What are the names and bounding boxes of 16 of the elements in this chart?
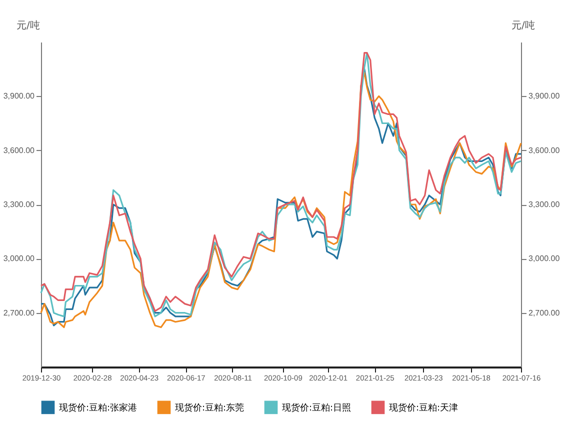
legend-label: 现货价:豆粕:天津: [389, 402, 458, 414]
y2-tick-label: 3,000.00: [528, 254, 560, 264]
y-tick-label: 2,700.00: [3, 308, 36, 318]
y-tick-label: 3,000.00: [3, 254, 36, 264]
legend-label: 现货价:豆粕:日照: [282, 402, 352, 414]
y-axis-title: 元/吨: [16, 20, 40, 32]
y2-tick-label: 3,900.00: [528, 92, 560, 101]
y2-tick-label: 3,600.00: [528, 146, 560, 155]
y-tick-label: 3,300.00: [3, 200, 36, 209]
y-tick-label: 3,600.00: [3, 146, 36, 155]
y-tick-label: 3,900.00: [3, 92, 36, 101]
y2-axis-title: 元/吨: [512, 20, 535, 32]
legend-label: 现货价:豆粕:张家港: [59, 402, 138, 414]
legend-label: 现货价:豆粕:东莞: [175, 402, 244, 414]
y2-tick-label: 3,300.00: [528, 200, 560, 209]
y2-tick-label: 2,700.00: [528, 308, 560, 318]
